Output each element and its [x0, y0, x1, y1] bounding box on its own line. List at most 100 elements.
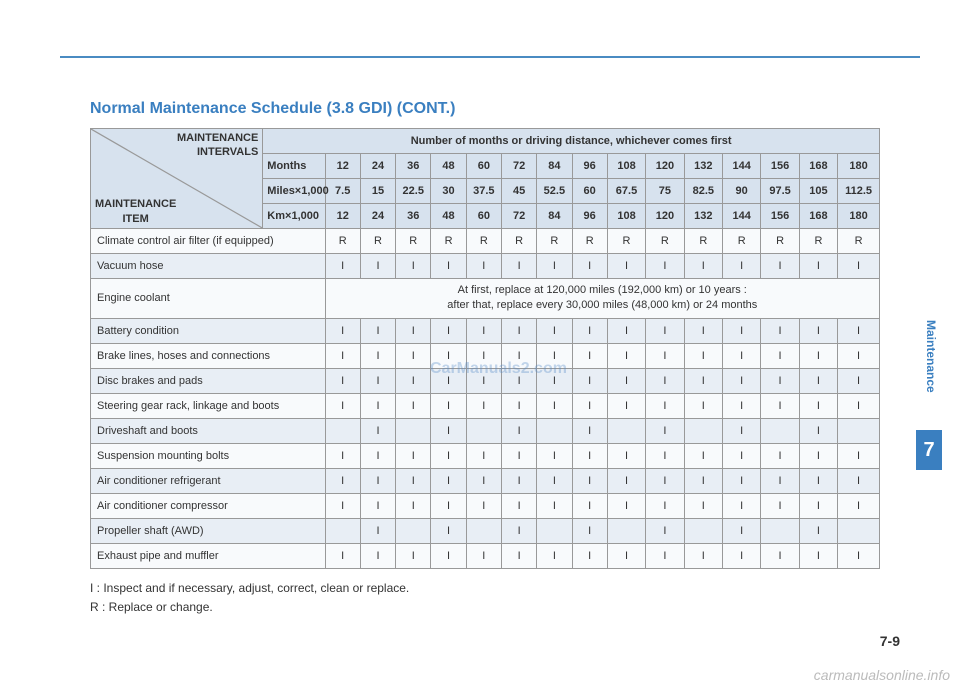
- item-name: Climate control air filter (if equipped): [91, 229, 326, 254]
- header-span: Number of months or driving distance, wh…: [263, 129, 880, 154]
- header-val: 96: [572, 154, 607, 179]
- sched-cell: I: [838, 368, 880, 393]
- sched-cell: I: [325, 443, 360, 468]
- sched-cell: I: [838, 254, 880, 279]
- sched-cell: I: [684, 543, 722, 568]
- chapter-tab: 7: [916, 430, 942, 470]
- sched-cell: I: [501, 543, 536, 568]
- sched-cell: [396, 518, 431, 543]
- sched-cell: I: [761, 468, 799, 493]
- sched-cell: I: [761, 393, 799, 418]
- sched-cell: [838, 418, 880, 443]
- sched-cell: [325, 518, 360, 543]
- sched-cell: I: [799, 393, 837, 418]
- sched-cell: I: [396, 493, 431, 518]
- sched-cell: R: [761, 229, 799, 254]
- header-val: 36: [396, 204, 431, 229]
- header-val: 156: [761, 154, 799, 179]
- sched-cell: I: [761, 254, 799, 279]
- sched-cell: I: [537, 393, 572, 418]
- sched-cell: I: [607, 254, 645, 279]
- sched-cell: I: [501, 368, 536, 393]
- sched-cell: I: [646, 418, 684, 443]
- sched-cell: I: [466, 368, 501, 393]
- sched-cell: I: [838, 318, 880, 343]
- sched-cell: I: [572, 368, 607, 393]
- sched-cell: I: [501, 343, 536, 368]
- header-val: 105: [799, 179, 837, 204]
- sched-cell: I: [607, 468, 645, 493]
- sched-cell: I: [360, 418, 395, 443]
- item-name: Disc brakes and pads: [91, 368, 326, 393]
- sched-cell: I: [607, 393, 645, 418]
- sched-cell: I: [572, 518, 607, 543]
- header-val: 108: [607, 154, 645, 179]
- sched-cell: I: [466, 443, 501, 468]
- sched-cell: I: [360, 368, 395, 393]
- sched-cell: I: [761, 318, 799, 343]
- header-val: 112.5: [838, 179, 880, 204]
- sched-cell: I: [466, 543, 501, 568]
- header-val: 22.5: [396, 179, 431, 204]
- sched-cell: I: [722, 254, 760, 279]
- sched-cell: [607, 418, 645, 443]
- page-title: Normal Maintenance Schedule (3.8 GDI) (C…: [90, 100, 880, 118]
- header-val: 24: [360, 154, 395, 179]
- sched-cell: [838, 518, 880, 543]
- page-number: 7-9: [880, 633, 900, 649]
- sched-cell: I: [799, 343, 837, 368]
- sched-cell: I: [325, 343, 360, 368]
- sched-cell: R: [607, 229, 645, 254]
- sched-cell: I: [325, 543, 360, 568]
- item-name: Engine coolant: [91, 279, 326, 319]
- sched-cell: I: [325, 393, 360, 418]
- sched-cell: R: [799, 229, 837, 254]
- sched-cell: I: [431, 493, 466, 518]
- item-name: Air conditioner compressor: [91, 493, 326, 518]
- sched-cell: I: [761, 493, 799, 518]
- sched-cell: I: [646, 393, 684, 418]
- sched-cell: I: [501, 254, 536, 279]
- sched-cell: I: [646, 493, 684, 518]
- sched-cell: I: [360, 518, 395, 543]
- item-name: Battery condition: [91, 318, 326, 343]
- header-val: 36: [396, 154, 431, 179]
- sched-cell: I: [431, 543, 466, 568]
- sched-cell: I: [838, 393, 880, 418]
- sched-cell: I: [722, 518, 760, 543]
- sched-cell: I: [325, 254, 360, 279]
- sched-cell: R: [838, 229, 880, 254]
- sched-cell: I: [501, 318, 536, 343]
- header-val: 24: [360, 204, 395, 229]
- sched-cell: I: [572, 418, 607, 443]
- sched-cell: I: [684, 343, 722, 368]
- sched-cell: I: [572, 393, 607, 418]
- sched-cell: I: [466, 318, 501, 343]
- sched-cell: I: [722, 468, 760, 493]
- sched-cell: I: [431, 254, 466, 279]
- sched-cell: I: [722, 493, 760, 518]
- sched-cell: I: [646, 254, 684, 279]
- sched-cell: I: [572, 254, 607, 279]
- sched-cell: I: [431, 468, 466, 493]
- sched-cell: R: [684, 229, 722, 254]
- sched-cell: I: [396, 468, 431, 493]
- sched-cell: I: [431, 318, 466, 343]
- sched-cell: I: [466, 393, 501, 418]
- sched-cell: I: [431, 443, 466, 468]
- sched-cell: R: [325, 229, 360, 254]
- sched-cell: I: [325, 468, 360, 493]
- header-val: 48: [431, 154, 466, 179]
- sched-cell: [684, 418, 722, 443]
- sched-cell: I: [537, 468, 572, 493]
- header-val: 144: [722, 154, 760, 179]
- sched-cell: I: [761, 443, 799, 468]
- header-val: 30: [431, 179, 466, 204]
- sched-cell: I: [501, 493, 536, 518]
- sched-cell: I: [325, 318, 360, 343]
- header-row-label: Months: [263, 154, 325, 179]
- item-name: Suspension mounting bolts: [91, 443, 326, 468]
- sched-cell: I: [684, 493, 722, 518]
- sched-cell: [537, 518, 572, 543]
- sched-cell: I: [360, 468, 395, 493]
